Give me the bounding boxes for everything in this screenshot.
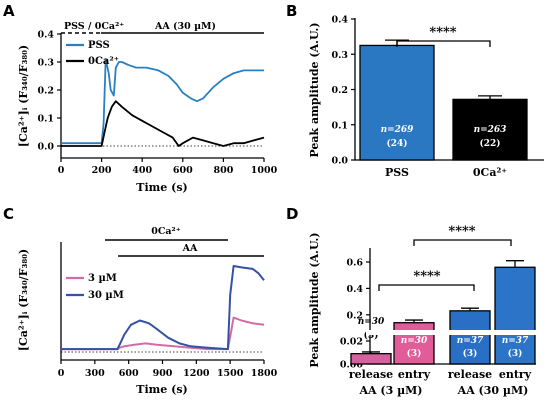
b-category-label: PSS xyxy=(385,166,409,179)
b-n-label: n=263 xyxy=(474,125,507,135)
d-bar xyxy=(393,322,435,365)
d-cat-entry-low: entry xyxy=(398,368,431,381)
a-ytick-label: 0.2 xyxy=(37,86,54,97)
axis-c xyxy=(60,242,264,361)
a-series xyxy=(61,58,265,147)
b-sub-label: (22) xyxy=(479,138,500,149)
sig-stars-d-high: **** xyxy=(448,224,475,239)
sig-stars-d-low: **** xyxy=(413,269,440,284)
c-series xyxy=(61,265,265,351)
d-cat-release-low: release xyxy=(349,368,393,381)
a-xtick-label: 0 xyxy=(58,165,65,176)
b-sub-label: (24) xyxy=(386,138,407,149)
b-bars: n=269 (24) PSS n=263 (22) 0Ca²⁺ xyxy=(359,39,528,179)
axis-break-band xyxy=(366,330,541,335)
d-bar xyxy=(494,266,536,365)
b-ytick-label: 0.0 xyxy=(331,156,348,167)
axis-a xyxy=(60,33,264,159)
d-bar xyxy=(350,352,392,365)
a-xtick-label: 600 xyxy=(173,165,193,176)
panel-b: B 0.0 0.1 0.2 0.3 0.4 n=269 (24) PSS n=263 (22) 0… xyxy=(286,2,544,179)
d-sub-label: (3) xyxy=(364,330,379,341)
a-xtick-label: 200 xyxy=(92,165,112,176)
b-bar xyxy=(452,98,528,161)
d-n-label: n=30 xyxy=(358,317,385,327)
b-bar xyxy=(359,44,435,161)
a-ylabel: [Ca²⁺]ᵢ (F₃₄₀/F₃₈₀) xyxy=(17,45,30,147)
sig-bracket-b xyxy=(396,40,491,47)
legend-label-0ca: 0Ca²⁺ xyxy=(88,56,119,67)
d-ytick-label: 0.6 xyxy=(346,258,363,269)
a-xlabel: Time (s) xyxy=(136,181,187,194)
a-xtick-label: 1000 xyxy=(251,165,278,176)
c-xtick-label: 1500 xyxy=(217,368,244,379)
series-0ca xyxy=(61,100,265,147)
stim-label-0ca: 0Ca²⁺ xyxy=(151,226,181,237)
d-ylabel: Peak amplitude (A.U.) xyxy=(308,232,321,367)
b-ytick-label: 0.4 xyxy=(331,15,348,26)
c-xtick-label: 1200 xyxy=(183,368,210,379)
stim-label-left: PSS / 0Ca²⁺ xyxy=(64,21,124,32)
a-xtick-label: 400 xyxy=(132,165,152,176)
d-bar xyxy=(449,310,491,365)
sig-bracket-d-high xyxy=(413,239,512,246)
a-ytick-label: 0.3 xyxy=(37,58,54,69)
d-n-label: n=37 xyxy=(502,336,529,346)
c-ylabel: [Ca²⁺]ᵢ (F₃₄₀/F₃₈₀) xyxy=(17,249,30,351)
d-sub-label: (3) xyxy=(407,348,422,359)
panel-c: C 0Ca²⁺ AA 0 300 600 900 1200 1500 1800 3 µM 3… xyxy=(3,205,278,396)
b-category-label: 0Ca²⁺ xyxy=(473,166,507,179)
d-group-high: AA (30 µM) xyxy=(457,384,529,397)
c-xtick-label: 300 xyxy=(85,368,105,379)
d-ytick-label: 0.00 xyxy=(340,360,364,371)
b-n-label: n=269 xyxy=(381,125,415,135)
legend-label-30um: 30 µM xyxy=(88,290,124,301)
legend-label-pss: PSS xyxy=(88,40,110,51)
b-ytick-label: 0.3 xyxy=(331,50,348,61)
b-ytick-label: 0.2 xyxy=(331,85,348,96)
d-cat-entry-high: entry xyxy=(499,368,532,381)
series-30um xyxy=(61,265,265,351)
d-n-label: n=37 xyxy=(457,336,484,346)
c-xtick-label: 600 xyxy=(119,368,139,379)
a-yticks: 0.0 0.1 0.2 0.3 0.4 xyxy=(37,30,61,153)
b-ylabel: Peak amplitude (A.U.) xyxy=(308,22,321,157)
panel-letter-d: D xyxy=(286,205,298,223)
stim-label-aa: AA xyxy=(182,243,198,254)
b-ytick-label: 0.1 xyxy=(331,120,348,131)
d-sub-label: (3) xyxy=(508,348,523,359)
panel-a: A PSS / 0Ca²⁺ AA (30 µM) 0.0 0.1 0.2 0.3 0.4… xyxy=(3,2,278,194)
a-ytick-label: 0.0 xyxy=(37,142,54,153)
sig-stars-b: **** xyxy=(429,25,456,40)
panel-letter-c: C xyxy=(3,205,14,223)
legend-label-3um: 3 µM xyxy=(88,273,117,284)
stim-label-right: AA (30 µM) xyxy=(154,21,216,32)
c-xtick-label: 900 xyxy=(153,368,173,379)
panel-letter-a: A xyxy=(3,2,15,20)
d-bars: n=30 (3) n=30 (3) n=37 (3) n=37 (3) xyxy=(350,260,536,365)
panel-d: D 0.2 0.4 0.6 0.00 0.02 n=30 (3) n=30 (3) n=37 (3… xyxy=(286,205,541,397)
d-n-label: n=30 xyxy=(401,336,428,346)
a-xtick-label: 800 xyxy=(213,165,233,176)
sig-bracket-d-low xyxy=(378,284,475,291)
d-ytick-label: 0.02 xyxy=(340,337,363,348)
b-yticks: 0.0 0.1 0.2 0.3 0.4 xyxy=(331,15,355,167)
c-xticks: 0 300 600 900 1200 1500 1800 xyxy=(58,360,278,379)
d-ytick-label: 0.2 xyxy=(346,310,363,321)
c-xtick-label: 0 xyxy=(58,368,65,379)
d-ytick-label: 0.4 xyxy=(346,284,363,295)
series-pss xyxy=(61,58,264,145)
c-xlabel: Time (s) xyxy=(136,383,187,396)
a-ytick-label: 0.4 xyxy=(37,30,54,41)
a-xticks: 0 200 400 600 800 1000 xyxy=(58,158,278,176)
c-xtick-label: 1800 xyxy=(251,368,278,379)
d-group-low: AA (3 µM) xyxy=(358,384,422,397)
d-cat-release-high: release xyxy=(448,368,492,381)
a-ytick-label: 0.1 xyxy=(37,114,54,125)
d-yticks: 0.2 0.4 0.6 0.00 0.02 xyxy=(340,258,370,371)
d-sub-label: (3) xyxy=(463,348,478,359)
panel-letter-b: B xyxy=(286,2,297,20)
